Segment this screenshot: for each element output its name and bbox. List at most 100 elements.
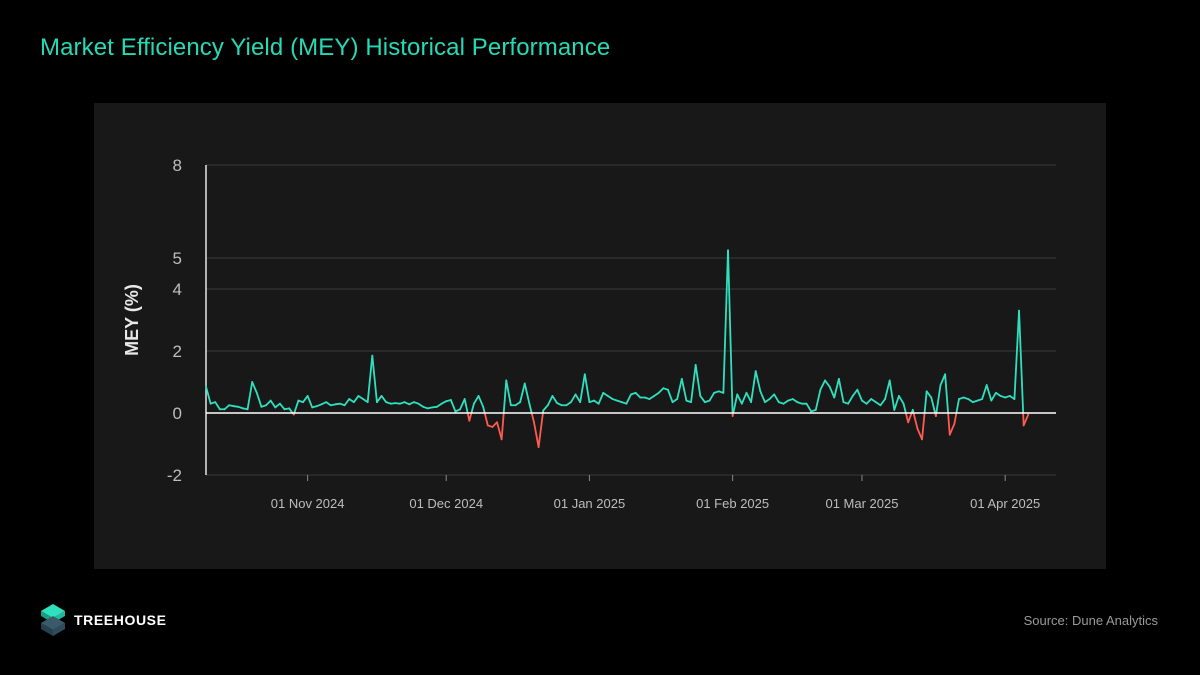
series-segment-positive [791, 398, 799, 404]
series-segment-negative [953, 412, 958, 425]
series-segment-positive [459, 398, 466, 411]
series-segment-positive [699, 395, 706, 404]
series-segment-positive [727, 249, 734, 414]
series-segment-positive [935, 384, 942, 414]
series-segment-positive [477, 395, 485, 408]
series-segment-positive [856, 388, 863, 402]
series-segment-positive [754, 370, 762, 393]
series-segment-positive [995, 391, 1002, 397]
series-segment-positive [967, 398, 974, 404]
series-segment-positive [667, 388, 674, 404]
series-segment-positive [648, 395, 655, 400]
series-segment-positive [279, 402, 286, 411]
series-segment-positive [565, 401, 572, 407]
series-segment-positive [436, 402, 443, 408]
series-segment-positive [376, 395, 383, 404]
series-segment-positive [939, 373, 947, 387]
series-segment-positive [223, 404, 230, 411]
series-segment-negative [948, 422, 956, 436]
series-segment-positive [944, 373, 949, 414]
x-tick-label: 01 Apr 2025 [970, 496, 1040, 511]
series-segment-positive [657, 387, 665, 394]
series-segment-positive [814, 388, 822, 411]
series-segment-negative [533, 421, 540, 449]
series-segment-positive [680, 377, 688, 402]
series-segment-positive [634, 391, 642, 399]
series-segment-negative [468, 412, 473, 422]
y-tick-label: -2 [167, 466, 182, 485]
x-tick-label: 01 Feb 2025 [696, 496, 769, 511]
y-tick-label: 0 [173, 404, 182, 423]
series-segment-positive [676, 377, 683, 400]
series-segment-positive [570, 393, 577, 404]
series-segment-positive [740, 391, 748, 405]
series-segment-positive [546, 395, 554, 407]
series-segment-positive [1018, 309, 1025, 414]
series-segment-positive [736, 393, 743, 405]
series-segment-positive [625, 393, 632, 405]
series-segment-positive [306, 395, 314, 409]
series-segment-positive [343, 398, 351, 407]
series-segment-positive [955, 398, 960, 414]
series-segment-positive [833, 377, 840, 399]
series-segment-positive [302, 395, 309, 404]
brand-logo: TREEHOUSE [40, 603, 167, 637]
grid-lines [206, 164, 1056, 476]
series-segment-negative [496, 421, 503, 441]
series-segment-positive [366, 354, 374, 404]
series-segment-positive [874, 401, 882, 407]
series-segment-positive [990, 391, 997, 402]
x-tick-label: 01 Nov 2024 [271, 496, 345, 511]
series-segment-positive [528, 402, 533, 414]
y-axis-label: MEY (%) [122, 284, 142, 356]
series-segment-positive [653, 391, 660, 397]
series-segment-positive [782, 399, 789, 405]
series-segment-positive [380, 395, 388, 404]
series-segment-negative [904, 412, 910, 424]
series-segment-positive [449, 399, 457, 413]
series-segment-negative [912, 412, 919, 430]
series-segment-negative [491, 421, 498, 428]
series-segment-positive [861, 399, 868, 405]
brand-name: TREEHOUSE [74, 612, 167, 628]
series-segment-positive [694, 364, 702, 397]
series-segment-positive [352, 395, 360, 404]
x-tick-labels: 01 Nov 2024 01 Dec 2024 01 Jan 2025 01 Feb … [271, 475, 1040, 511]
series-segment-positive [722, 249, 729, 394]
series-segment-positive [593, 399, 600, 405]
page-title: Market Efficiency Yield (MEY) Historical… [40, 34, 611, 61]
series-segment-positive [837, 377, 845, 404]
series-segment-positive [925, 390, 933, 399]
series-segment-positive [502, 379, 508, 414]
series-segment-positive [819, 379, 826, 391]
series-segment-positive [847, 395, 854, 405]
series-segment-positive [463, 398, 469, 414]
series-segment-positive [255, 391, 263, 408]
series-segment-positive [898, 395, 905, 405]
series-segment-positive [824, 379, 831, 388]
series-segment-positive [519, 382, 526, 404]
series-segment-positive [923, 390, 928, 414]
series-segment-positive [870, 398, 877, 404]
series-segment-positive [879, 398, 886, 407]
series-segment-positive [269, 399, 277, 409]
series-segment-positive [417, 402, 425, 408]
series-segment-negative [483, 412, 489, 427]
series-segment-positive [828, 385, 836, 399]
series-segment-positive [602, 391, 609, 397]
series-segment-positive [542, 404, 549, 412]
series-segment-negative [907, 412, 913, 424]
series-segment-positive [690, 364, 697, 404]
series-segment-positive [251, 381, 258, 394]
series-segment-positive [888, 379, 896, 411]
series-segment-positive [884, 379, 891, 400]
series-segment-positive [325, 401, 332, 407]
series-segment-positive [865, 398, 873, 405]
series-segment-positive [764, 398, 771, 404]
mey-series [205, 249, 1030, 449]
series-segment-positive [1013, 309, 1020, 400]
chart-panel: -2 0 2 4 5 8 01 Nov 2024 01 Dec 2024 01 Jan 202… [94, 103, 1106, 569]
series-segment-positive [265, 399, 272, 407]
series-segment-negative [1022, 413, 1030, 427]
series-segment-positive [708, 391, 716, 402]
